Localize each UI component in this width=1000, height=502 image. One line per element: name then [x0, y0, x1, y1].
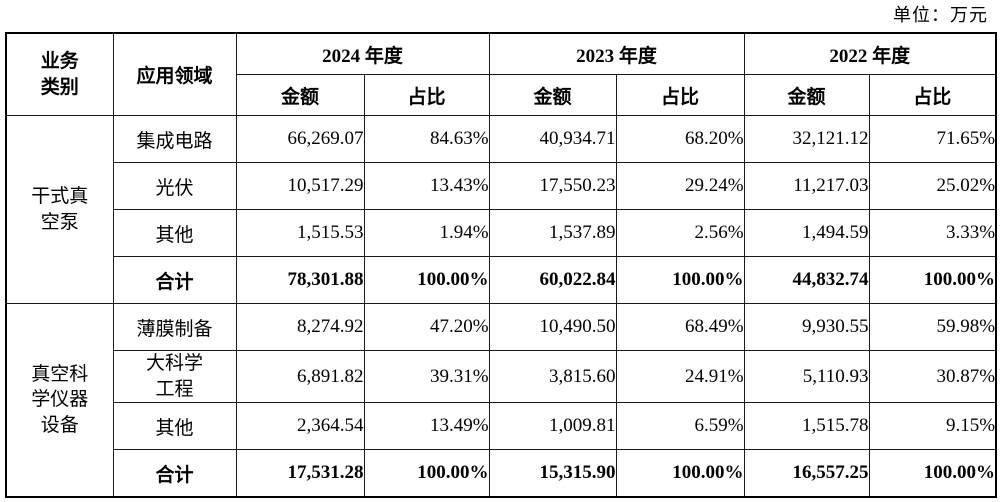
amount-cell: 15,315.90 [488, 449, 617, 498]
header-row-years: 业务类别 应用领域 2024 年度 2023 年度 2022 年度 [5, 32, 997, 116]
ratio-cell: 24.91% [615, 349, 745, 404]
total-row: 合计 78,301.88 100.00% 60,022.84 100.00% 4… [6, 256, 997, 304]
ratio-cell: 100.00% [615, 449, 745, 498]
amount-cell: 10,490.50 [488, 303, 617, 351]
total-label-cell: 合计 [112, 449, 237, 498]
financial-table: 业务类别 应用领域 2024 年度 2023 年度 2022 年度 金额 占比 … [5, 32, 998, 499]
amount-cell: 1,515.78 [743, 402, 870, 451]
amount-cell: 60,022.84 [488, 256, 617, 304]
amount-cell: 17,550.23 [488, 162, 617, 210]
ratio-cell: 84.63% [363, 115, 490, 163]
field-cell: 集成电路 [112, 115, 237, 163]
amount-cell: 9,930.55 [743, 303, 870, 351]
table-row: 大科学工程 6,891.82 39.31% 3,815.60 24.91% 5,… [6, 349, 997, 404]
amount-cell: 11,217.03 [743, 162, 870, 210]
ratio-cell: 100.00% [615, 256, 745, 304]
header-row-subcolumns: 金额 占比 金额 占比 金额 占比 [6, 74, 997, 116]
ratio-cell: 2.56% [615, 209, 745, 257]
table-row: 其他 1,515.53 1.94% 1,537.89 2.56% 1,494.5… [6, 209, 997, 257]
unit-label: 单位：万元 [893, 5, 988, 25]
ratio-cell: 39.31% [363, 349, 490, 404]
ratio-cell: 6.59% [615, 402, 745, 451]
application-field-header: 应用领域 [112, 32, 237, 116]
total-label-cell: 合计 [112, 256, 237, 304]
total-row: 合计 17,531.28 100.00% 15,315.90 100.00% 1… [6, 449, 997, 498]
amount-header-2022: 金额 [743, 74, 870, 116]
ratio-cell: 71.65% [868, 115, 997, 163]
category-cell-vacuum-instruments: 真空科学仪器设备 [5, 303, 114, 498]
amount-cell: 44,832.74 [743, 256, 870, 304]
table-row: 光伏 10,517.29 13.43% 17,550.23 29.24% 11,… [6, 162, 997, 210]
amount-cell: 5,110.93 [743, 349, 870, 404]
table-row: 其他 2,364.54 13.49% 1,009.81 6.59% 1,515.… [6, 402, 997, 451]
ratio-cell: 100.00% [868, 256, 997, 304]
table-row: 真空科学仪器设备 薄膜制备 8,274.92 47.20% 10,490.50 … [5, 303, 997, 498]
amount-cell: 10,517.29 [235, 162, 365, 210]
category-cell-dry-vacuum-pump: 干式真空泵 [5, 115, 114, 304]
field-cell: 其他 [112, 209, 237, 257]
ratio-cell: 13.43% [363, 162, 490, 210]
table-row: 干式真空泵 集成电路 66,269.07 84.63% 40,934.71 68… [5, 115, 997, 304]
ratio-cell: 3.33% [868, 209, 997, 257]
amount-cell: 8,274.92 [235, 303, 365, 351]
ratio-cell: 68.20% [615, 115, 745, 163]
amount-cell: 40,934.71 [488, 115, 617, 163]
ratio-header-2024: 占比 [363, 74, 490, 116]
amount-header-2024: 金额 [235, 74, 365, 116]
ratio-header-2023: 占比 [615, 74, 745, 116]
year-header-2024: 2024 年度 [235, 32, 490, 75]
amount-cell: 32,121.12 [743, 115, 870, 163]
amount-cell: 1,009.81 [488, 402, 617, 451]
ratio-cell: 100.00% [363, 449, 490, 498]
amount-cell: 17,531.28 [235, 449, 365, 498]
amount-cell: 2,364.54 [235, 402, 365, 451]
ratio-cell: 100.00% [868, 449, 997, 498]
ratio-cell: 68.49% [615, 303, 745, 351]
year-header-2022: 2022 年度 [743, 32, 997, 75]
business-category-header: 业务类别 [5, 32, 114, 116]
amount-cell: 1,515.53 [235, 209, 365, 257]
amount-cell: 6,891.82 [235, 349, 365, 404]
year-header-2023: 2023 年度 [488, 32, 745, 75]
amount-cell: 78,301.88 [235, 256, 365, 304]
ratio-cell: 59.98% [868, 303, 997, 351]
field-cell: 薄膜制备 [112, 303, 237, 351]
ratio-cell: 47.20% [363, 303, 490, 351]
amount-cell: 66,269.07 [235, 115, 365, 163]
ratio-cell: 29.24% [615, 162, 745, 210]
ratio-header-2022: 占比 [868, 74, 997, 116]
ratio-cell: 13.49% [363, 402, 490, 451]
ratio-cell: 100.00% [363, 256, 490, 304]
ratio-cell: 25.02% [868, 162, 997, 210]
amount-header-2023: 金额 [488, 74, 617, 116]
amount-cell: 1,494.59 [743, 209, 870, 257]
ratio-cell: 1.94% [363, 209, 490, 257]
ratio-cell: 30.87% [868, 349, 997, 404]
field-cell: 其他 [112, 402, 237, 451]
field-cell: 光伏 [112, 162, 237, 210]
amount-cell: 3,815.60 [488, 349, 617, 404]
field-cell: 大科学工程 [112, 349, 237, 404]
amount-cell: 16,557.25 [743, 449, 870, 498]
ratio-cell: 9.15% [868, 402, 997, 451]
amount-cell: 1,537.89 [488, 209, 617, 257]
